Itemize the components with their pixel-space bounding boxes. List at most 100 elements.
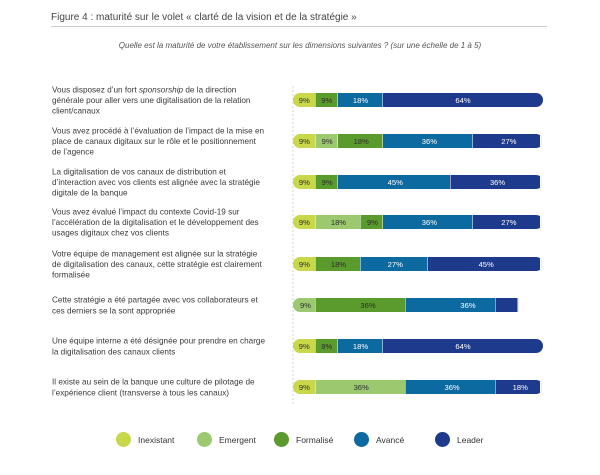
bar-segment-avancé bbox=[405, 380, 497, 394]
bar-segment-inexistant bbox=[293, 134, 317, 148]
legend-label: Formalisé bbox=[296, 434, 334, 445]
bar-segment-emergent bbox=[315, 380, 407, 394]
bar-segment-leader bbox=[495, 380, 542, 394]
value-label: 9% bbox=[299, 342, 310, 351]
value-label: 18% bbox=[353, 342, 368, 351]
chart-legend: Inexistant Emergent Formalisé Avancé Leader bbox=[0, 432, 600, 456]
legend-item-emergent: Emergent bbox=[197, 432, 256, 447]
bar-segment-leader bbox=[473, 134, 542, 148]
bar-segment-avancé bbox=[338, 339, 384, 353]
value-label: 36% bbox=[360, 301, 375, 310]
value-label: 36% bbox=[422, 218, 437, 227]
bar-segment-formalisé bbox=[315, 298, 407, 312]
bar-segment-inexistant bbox=[293, 93, 317, 107]
value-label: 18% bbox=[354, 137, 369, 146]
value-label: 9% bbox=[321, 342, 332, 351]
value-label: 27% bbox=[388, 260, 403, 269]
bar-segment-inexistant bbox=[293, 257, 317, 271]
bar-segment-avancé bbox=[405, 298, 497, 312]
bar-segment-inexistant bbox=[293, 215, 317, 229]
legend-label: Emergent bbox=[219, 434, 256, 445]
figure-title: Figure 4 : maturité sur le volet « clart… bbox=[51, 12, 357, 23]
bar-segment-leader bbox=[383, 339, 543, 353]
value-label: 45% bbox=[388, 178, 403, 187]
segment-divider bbox=[540, 380, 541, 394]
bar-segment-formalisé bbox=[315, 175, 339, 189]
bar-row bbox=[293, 134, 542, 148]
bar-segment-emergent bbox=[315, 215, 362, 229]
legend-swatch bbox=[197, 432, 212, 447]
segment-divider bbox=[540, 215, 541, 229]
value-label: 27% bbox=[501, 137, 516, 146]
value-label: 9% bbox=[299, 96, 310, 105]
legend-item-leader: Leader bbox=[435, 432, 483, 447]
title-divider bbox=[51, 26, 547, 27]
value-label: 9% bbox=[299, 178, 310, 187]
value-label: 9% bbox=[299, 218, 310, 227]
bar-segment-emergent bbox=[315, 134, 339, 148]
value-label: 36% bbox=[422, 137, 437, 146]
legend-label: Inexistant bbox=[138, 434, 175, 445]
value-label: 36% bbox=[460, 301, 475, 310]
value-label: 9% bbox=[299, 383, 310, 392]
bar-row bbox=[293, 257, 542, 271]
value-label: 18% bbox=[331, 218, 346, 227]
bar-segment-emergent bbox=[293, 298, 317, 312]
bar-segment-inexistant bbox=[293, 339, 317, 353]
category-label: Vous avez évalué l’impact du contexte Co… bbox=[52, 207, 259, 237]
value-label: 9% bbox=[300, 301, 311, 310]
bar-row bbox=[293, 175, 542, 189]
value-label: 18% bbox=[331, 260, 346, 269]
value-label: 9% bbox=[322, 178, 333, 187]
bar-segment-inexistant bbox=[293, 380, 317, 394]
value-label: 36% bbox=[490, 178, 505, 187]
bar-segment-leader bbox=[473, 215, 542, 229]
bar-segment-leader bbox=[383, 93, 543, 107]
legend-swatch bbox=[435, 432, 450, 447]
category-label: Vous disposez d’un fort sponsorship de l… bbox=[52, 85, 251, 115]
legend-item-formalisé: Formalisé bbox=[274, 432, 333, 447]
legend-item-avancé: Avancé bbox=[354, 432, 404, 447]
category-label: Vous avez procédé à l’évaluation de l’im… bbox=[52, 126, 265, 156]
value-label: 64% bbox=[455, 342, 470, 351]
chart-subtitle: Quelle est la maturité de votre établiss… bbox=[118, 41, 482, 50]
legend-label: Leader bbox=[457, 434, 484, 445]
category-label: La digitalisation de vos canaux de distr… bbox=[52, 167, 260, 197]
value-label: 18% bbox=[353, 96, 368, 105]
bar-segment-formalisé bbox=[315, 93, 339, 107]
value-label: 45% bbox=[479, 260, 494, 269]
category-label: Votre équipe de management est alignée s… bbox=[52, 249, 263, 279]
value-label: 36% bbox=[444, 383, 459, 392]
bar-row bbox=[293, 298, 519, 312]
category-label: Il existe au sein de la banque une cultu… bbox=[52, 378, 255, 398]
bar-segment-leader bbox=[450, 175, 542, 189]
legend-label: Avancé bbox=[376, 434, 405, 445]
legend-swatch bbox=[116, 432, 131, 447]
category-label: Cette stratégie a été partagée avec vos … bbox=[52, 296, 258, 316]
bar-row bbox=[293, 93, 543, 107]
bar-row bbox=[293, 380, 542, 394]
value-label: 9% bbox=[322, 137, 333, 146]
bar-segment-avancé bbox=[360, 257, 429, 271]
value-label: 9% bbox=[299, 260, 310, 269]
segment-divider bbox=[540, 257, 541, 271]
legend-item-inexistant: Inexistant bbox=[116, 432, 174, 447]
value-label: 9% bbox=[367, 218, 378, 227]
value-label: 18% bbox=[513, 383, 528, 392]
bar-segment-leader bbox=[495, 298, 519, 312]
bar-segment-avancé bbox=[383, 215, 474, 229]
bar-segment-leader bbox=[428, 257, 542, 271]
legend-swatch bbox=[354, 432, 369, 447]
bar-segment-formalisé bbox=[315, 257, 362, 271]
value-label: 27% bbox=[501, 218, 516, 227]
bar-row bbox=[293, 215, 542, 229]
legend-swatch bbox=[274, 432, 289, 447]
bar-segment-formalisé bbox=[338, 134, 384, 148]
segment-divider bbox=[517, 298, 519, 312]
bar-segment-formalisé bbox=[360, 215, 384, 229]
bar-segment-formalisé bbox=[315, 339, 339, 353]
value-label: 36% bbox=[354, 383, 369, 392]
bar-segment-avancé bbox=[338, 93, 384, 107]
bar-segment-avancé bbox=[338, 175, 452, 189]
stacked-bar-chart: Vous disposez d’un fort sponsorship de l… bbox=[52, 85, 543, 404]
